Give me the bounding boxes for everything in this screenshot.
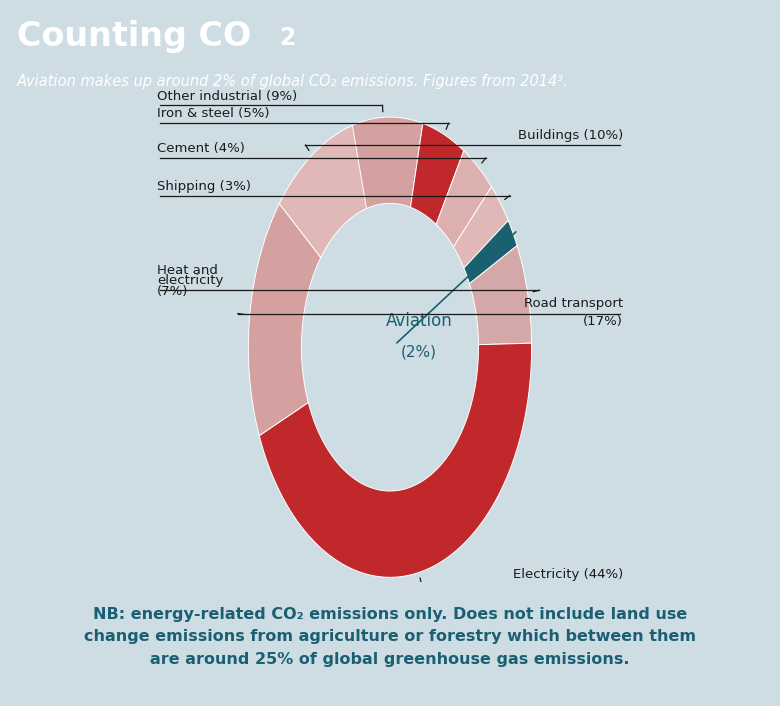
- Polygon shape: [470, 246, 532, 345]
- Text: Aviation: Aviation: [385, 313, 452, 330]
- Text: Counting CO: Counting CO: [17, 20, 251, 54]
- Text: NB: energy-related CO₂ emissions only. Does not include land use
change emission: NB: energy-related CO₂ emissions only. D…: [84, 606, 696, 667]
- Text: Buildings (10%): Buildings (10%): [518, 129, 623, 142]
- Text: (2%): (2%): [401, 345, 437, 360]
- Text: (7%): (7%): [157, 285, 189, 298]
- Text: Heat and: Heat and: [157, 264, 218, 277]
- Polygon shape: [279, 126, 367, 258]
- Polygon shape: [344, 117, 423, 211]
- Polygon shape: [259, 343, 532, 578]
- Text: Other industrial (9%): Other industrial (9%): [157, 90, 297, 102]
- Text: (17%): (17%): [583, 315, 623, 328]
- Text: Shipping (3%): Shipping (3%): [157, 179, 251, 193]
- Text: Road transport: Road transport: [523, 297, 623, 310]
- Text: 2: 2: [279, 25, 296, 49]
- Text: electricity: electricity: [157, 275, 224, 287]
- Text: Aviation makes up around 2% of global CO₂ emissions. Figures from 2014³.: Aviation makes up around 2% of global CO…: [17, 73, 569, 89]
- Polygon shape: [248, 203, 321, 436]
- Text: Cement (4%): Cement (4%): [157, 142, 245, 155]
- Text: Electricity (44%): Electricity (44%): [512, 568, 623, 581]
- Polygon shape: [436, 151, 491, 247]
- Polygon shape: [410, 124, 464, 225]
- Polygon shape: [464, 220, 517, 284]
- Text: Iron & steel (5%): Iron & steel (5%): [157, 107, 270, 121]
- Polygon shape: [453, 187, 509, 268]
